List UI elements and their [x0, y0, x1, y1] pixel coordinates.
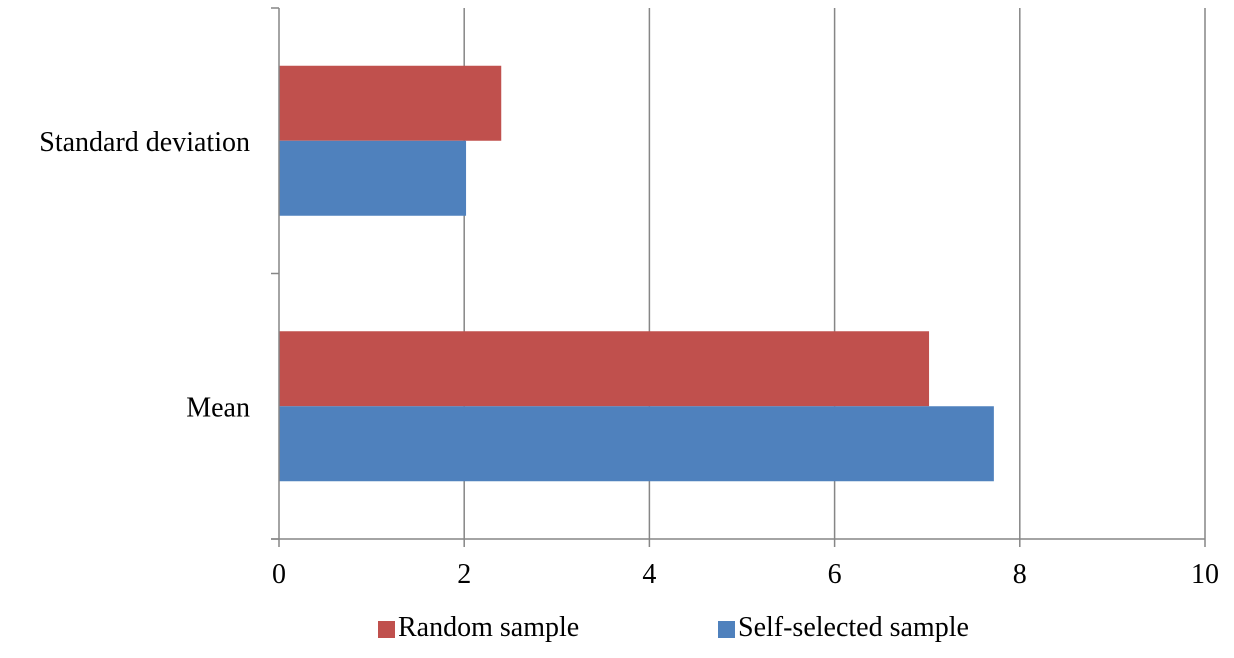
category-label: Standard deviation — [39, 127, 250, 158]
legend-label: Self-selected sample — [738, 612, 969, 643]
legend-swatch — [378, 621, 395, 638]
x-tick-label: 6 — [828, 559, 842, 590]
legend: Random sample Self-selected sample — [378, 612, 969, 643]
bar-random-sample-mean — [279, 331, 930, 407]
category-labels: Standard deviation Mean — [39, 127, 250, 424]
bar-self-selected-sample-standard-deviation — [279, 140, 467, 216]
bar-random-sample-standard-deviation — [279, 65, 502, 141]
bar-self-selected-sample-mean — [279, 406, 994, 482]
x-tick-labels: 0 2 4 6 8 10 — [272, 559, 1219, 590]
x-tick-label: 10 — [1191, 559, 1219, 590]
axes — [271, 7, 1206, 547]
legend-label: Random sample — [398, 612, 579, 643]
x-tick-label: 2 — [457, 559, 471, 590]
x-tick-label: 8 — [1013, 559, 1027, 590]
category-label: Mean — [186, 392, 250, 423]
legend-swatch — [718, 621, 735, 638]
x-tick-label: 4 — [642, 559, 656, 590]
x-tick-label: 0 — [272, 559, 286, 590]
bars — [279, 65, 994, 482]
